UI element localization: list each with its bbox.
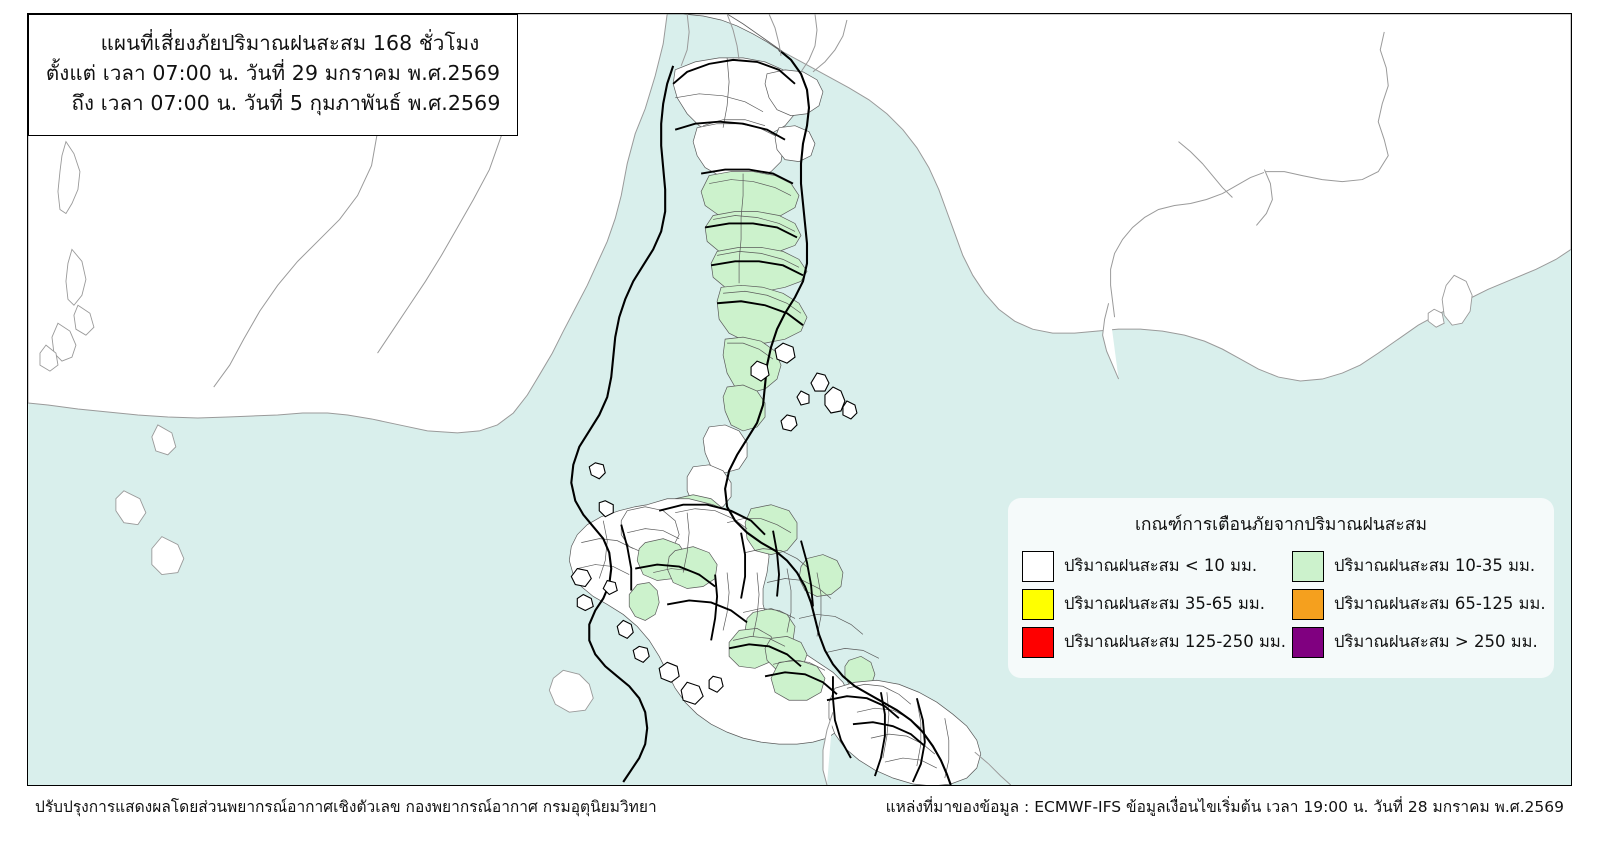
coastline xyxy=(570,49,1012,785)
legend-item-125-250: ปริมาณฝนสะสม 125-250 มม. xyxy=(1022,623,1286,661)
island-andaman-5 xyxy=(570,567,592,588)
deep-south-block xyxy=(828,679,982,785)
indochina-border-trace-3 xyxy=(1256,169,1273,226)
legend-grid: ปริมาณฝนสะสม < 10 มม. ปริมาณฝนสะสม 10-35… xyxy=(1008,547,1554,661)
legend-item-35-65: ปริมาณฝนสะสม 35-65 มม. xyxy=(1022,585,1286,623)
district-prachuap-1 xyxy=(716,284,808,344)
legend-label-gt250: ปริมาณฝนสะสม > 250 มม. xyxy=(1334,632,1538,651)
myanmar-island-1 xyxy=(73,304,95,336)
island-gulf-small-3 xyxy=(774,342,796,364)
legend-title: เกณฑ์การเตือนภัยจากปริมาณฝนสะสม xyxy=(1134,515,1428,535)
island-phiphi xyxy=(576,593,594,612)
district-phetchaburi-3 xyxy=(710,247,808,292)
legend-swatch-125-250 xyxy=(1022,626,1054,658)
district-phetchaburi-1 xyxy=(700,171,800,220)
legend-swatch-35-65 xyxy=(1022,588,1054,620)
legend-swatch-10-35 xyxy=(1292,550,1325,582)
myanmar-island-4 xyxy=(151,536,185,576)
legend-swatch-65-125 xyxy=(1292,588,1325,620)
island-gulf-small-1 xyxy=(842,400,858,420)
footer-credit-left: ปรับปรุงการแสดงผลโดยส่วนพยากรณ์อากาศเชิง… xyxy=(35,797,657,816)
legend-item-10-35: ปริมาณฝนสะสม 10-35 มม. xyxy=(1292,547,1546,585)
island-langkawi xyxy=(548,669,594,713)
upper-central-thailand xyxy=(667,14,784,53)
island-kophangan xyxy=(810,372,830,392)
district-phetchaburi-2 xyxy=(704,211,802,256)
malaysia-coast xyxy=(974,751,1012,785)
island-kosamui xyxy=(824,386,846,414)
title-line-2: ตั้งแต่ เวลา 07:00 น. วันที่ 29 มกราคม พ… xyxy=(45,61,501,86)
legend-label-10-35: ปริมาณฝนสะสม 10-35 มม. xyxy=(1334,556,1536,575)
islands xyxy=(548,342,858,713)
myanmar-coastal-inlet-2 xyxy=(65,248,87,306)
myanmar-coastal-inlet-1 xyxy=(57,140,81,215)
title-line-3: ถึง เวลา 07:00 น. วันที่ 5 กุมภาพันธ์ พ.… xyxy=(71,90,501,115)
map-title-box: แผนที่เสี่ยงภัยปริมาณฝนสะสม 168 ชั่วโมง … xyxy=(28,14,518,136)
myanmar-island-2 xyxy=(151,424,177,456)
map-frame xyxy=(27,13,1572,786)
gulf-island-east-1 xyxy=(1441,274,1473,326)
malaysia-border xyxy=(822,712,834,785)
island-andaman-1 xyxy=(632,645,650,663)
district-satun-wet-1 xyxy=(770,659,826,701)
cambodia-vietnam-border xyxy=(1110,31,1389,318)
thailand-south-rainfall-map xyxy=(28,14,1571,785)
legend-label-lt10: ปริมาณฝนสะสม < 10 มม. xyxy=(1064,556,1258,575)
legend-item-65-125: ปริมาณฝนสะสม 65-125 มม. xyxy=(1292,585,1546,623)
district-phuket xyxy=(628,582,660,621)
legend-item-gt250: ปริมาณฝนสะสม > 250 มม. xyxy=(1292,623,1546,661)
myanmar-coastal-inlet-3 xyxy=(51,322,77,362)
province-boundaries xyxy=(620,58,926,783)
island-tarutao xyxy=(680,681,704,705)
footer-bar: ปรับปรุงการแสดงผลโดยส่วนพยากรณ์อากาศเชิง… xyxy=(27,786,1572,826)
island-kolanta xyxy=(616,619,634,640)
legend-label-35-65: ปริมาณฝนสะสม 35-65 มม. xyxy=(1064,594,1266,613)
island-gulf-small-4 xyxy=(750,360,770,382)
island-andaman-3 xyxy=(602,579,618,596)
gulf-island-east-2 xyxy=(1427,308,1445,328)
district-suratthani-wet-1 xyxy=(744,504,798,555)
island-similan xyxy=(588,462,606,480)
title-line-1: แผนที่เสี่ยงภัยปริมาณฝนสะสม 168 ชั่วโมง xyxy=(100,31,480,56)
island-andaman-4 xyxy=(708,675,724,693)
myanmar-island-5 xyxy=(39,344,59,372)
island-kotao xyxy=(780,414,798,432)
laos-thailand-border xyxy=(1178,141,1233,198)
island-andaman-2 xyxy=(658,661,680,683)
legend-panel: เกณฑ์การเตือนภัยจากปริมาณฝนสะสม ปริมาณฝน… xyxy=(1008,498,1554,678)
cambodia-thailand-border xyxy=(1102,303,1120,380)
island-gulf-small-2 xyxy=(796,390,810,406)
district-prachuap-south xyxy=(702,424,748,474)
myanmar-island-3 xyxy=(115,490,147,526)
island-andaman-6 xyxy=(598,500,614,518)
legend-swatch-lt10 xyxy=(1022,550,1054,582)
legend-label-65-125: ปริมาณฝนสะสม 65-125 มม. xyxy=(1334,594,1546,613)
district-boundaries-mesh xyxy=(577,57,950,779)
district-nakhonsithammarat-wet-1 xyxy=(798,554,844,597)
district-prachuap-3 xyxy=(722,384,766,432)
legend-swatch-gt250 xyxy=(1292,626,1325,658)
legend-label-125-250: ปริมาณฝนสะสม 125-250 มม. xyxy=(1064,632,1287,651)
footer-source-right: แหล่งที่มาของข้อมูล : ECMWF-IFS ข้อมูลเง… xyxy=(885,797,1564,816)
legend-item-lt10: ปริมาณฝนสะสม < 10 มม. xyxy=(1022,547,1286,585)
northern-thailand-traces xyxy=(680,14,848,73)
